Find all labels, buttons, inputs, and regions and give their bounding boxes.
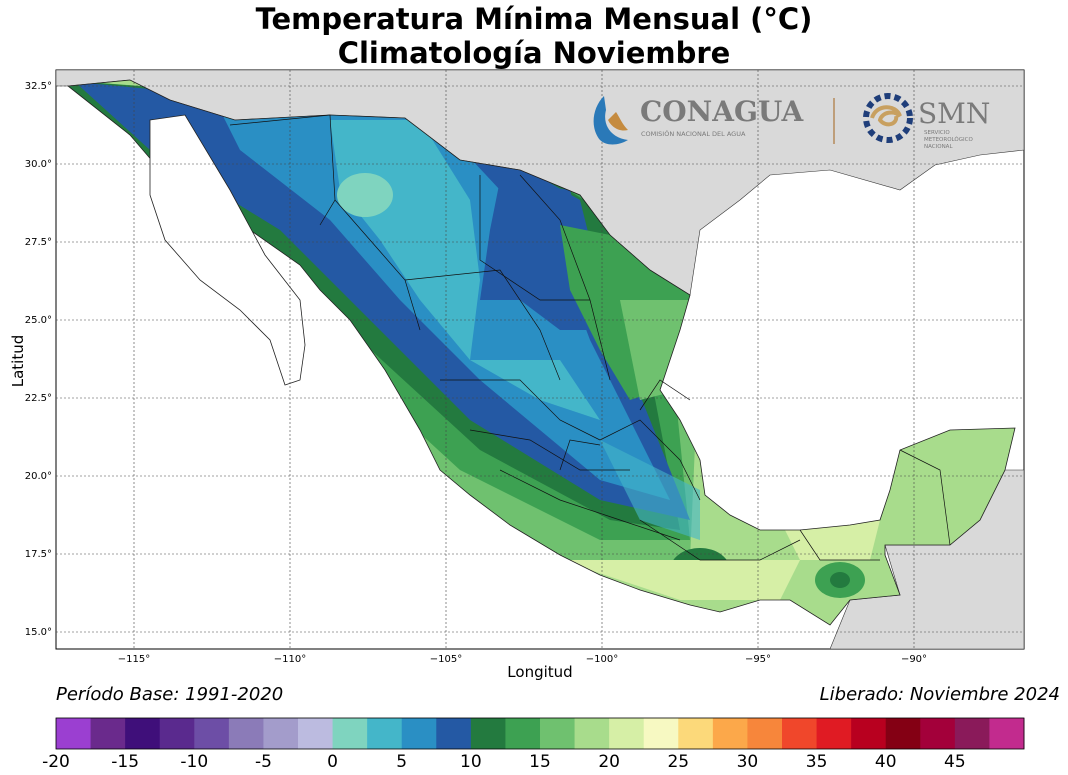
lat-tick: 15.0° — [25, 627, 52, 638]
colorbar-swatch — [678, 718, 714, 749]
colorbar-swatch — [263, 718, 299, 749]
lon-tick: −110° — [274, 654, 306, 665]
smn-gear-icon — [863, 93, 913, 143]
colorbar-swatch — [782, 718, 818, 749]
gulf-of-california — [149, 114, 306, 386]
mexico-coastline — [66, 79, 1016, 626]
lat-tick: 20.0° — [25, 471, 52, 482]
conagua-drop-icon — [593, 96, 628, 145]
colorbar-label: 40 — [875, 752, 897, 772]
colorbar-label: -15 — [111, 752, 139, 772]
smn-sub-line: METEOROLÓGICO — [924, 136, 973, 143]
colorbar-swatch — [885, 718, 921, 749]
colorbar-swatch — [367, 718, 403, 749]
y-axis-label: Latitud — [9, 334, 27, 388]
lon-tick: −105° — [430, 654, 462, 665]
colorbar-swatch — [56, 718, 92, 749]
colorbar-swatch — [505, 718, 541, 749]
lat-tick: 17.5° — [25, 549, 52, 560]
colorbar-swatch — [574, 718, 610, 749]
colorbar-swatch — [332, 718, 368, 749]
colorbar-swatch — [954, 718, 990, 749]
colorbar-label: 25 — [667, 752, 689, 772]
lat-tick: 22.5° — [25, 393, 52, 404]
lon-tick: −115° — [118, 654, 150, 665]
state-borders — [229, 114, 951, 561]
colorbar-swatch — [228, 718, 264, 749]
colorbar-swatch — [816, 718, 852, 749]
colorbar-swatch — [470, 718, 506, 749]
base-period: Período Base: 1991-2020 — [56, 684, 284, 705]
map-title: Temperatura Mínima Mensual (°C) — [255, 2, 813, 36]
colorbar-swatch — [609, 718, 645, 749]
colorbar-label: 10 — [460, 752, 482, 772]
smn-sub-line: NACIONAL — [924, 144, 953, 150]
colorbar-swatch — [712, 718, 748, 749]
colorbar-swatch — [90, 718, 126, 749]
colorbar-swatch — [540, 718, 576, 749]
lon-tick: −95° — [745, 654, 771, 665]
colorbar-swatch — [989, 718, 1025, 749]
colorbar-label: 5 — [396, 752, 407, 772]
colorbar-swatch — [747, 718, 783, 749]
lon-tick: −100° — [586, 654, 618, 665]
colorbar-border — [55, 717, 1025, 750]
colorbar: -20 -15 -10 -5 0 5 10 15 20 25 30 35 40 45 — [42, 717, 1025, 772]
lon-tick: −90° — [901, 654, 927, 665]
colorbar-swatch — [194, 718, 230, 749]
colorbar-swatch — [436, 718, 472, 749]
colorbar-swatch — [125, 718, 161, 749]
lat-tick-labels: 32.5° 30.0° 27.5° 25.0° 22.5° 20.0° 17.5… — [25, 81, 52, 638]
release-date: Liberado: Noviembre 2024 — [819, 684, 1060, 705]
conagua-name: CONAGUA — [640, 95, 804, 128]
gridlines — [56, 70, 1024, 649]
colorbar-label: 15 — [529, 752, 551, 772]
smn-name: SMN — [918, 97, 990, 130]
colorbar-swatch — [851, 718, 887, 749]
colorbar-label: -20 — [42, 752, 70, 772]
conagua-logo: CONAGUA COMISIÓN NACIONAL DEL AGUA — [593, 95, 835, 145]
lat-tick: 27.5° — [25, 237, 52, 248]
colorbar-swatch — [401, 718, 437, 749]
colorbar-label: 20 — [598, 752, 620, 772]
colorbar-label: -10 — [180, 752, 208, 772]
colorbar-label: 0 — [327, 752, 338, 772]
x-axis-label: Longitud — [507, 663, 573, 681]
colorbar-label: 30 — [737, 752, 759, 772]
colorbar-swatch — [920, 718, 956, 749]
smn-sub-line: SERVICIO — [924, 130, 950, 136]
colorbar-swatch — [643, 718, 679, 749]
lat-tick: 25.0° — [25, 315, 52, 326]
colorbar-label: -5 — [255, 752, 272, 772]
lat-tick: 32.5° — [25, 81, 52, 92]
colorbar-swatch — [159, 718, 195, 749]
colorbar-label: 45 — [944, 752, 966, 772]
colorbar-label: 35 — [806, 752, 828, 772]
map-subtitle: Climatología Noviembre — [337, 36, 731, 70]
colorbar-swatch — [298, 718, 334, 749]
lat-tick: 30.0° — [25, 159, 52, 170]
smn-logo: SMN SERVICIO METEOROLÓGICO NACIONAL — [863, 93, 990, 150]
lon-tick-labels: −115° −110° −105° −100° −95° −90° — [118, 654, 927, 665]
conagua-subtitle: COMISIÓN NACIONAL DEL AGUA — [641, 129, 746, 138]
